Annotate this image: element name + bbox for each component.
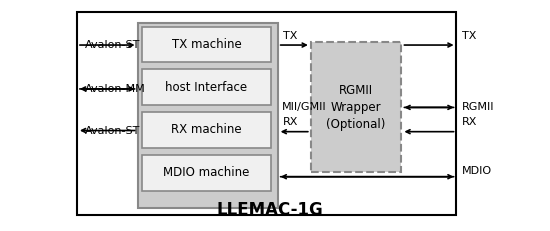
Bar	[142, 112, 271, 148]
Text: RX: RX	[283, 117, 299, 128]
Bar	[142, 69, 271, 105]
Bar	[311, 42, 401, 172]
Text: TX machine: TX machine	[172, 38, 241, 51]
Bar	[138, 23, 278, 208]
Text: TX: TX	[462, 31, 476, 41]
Bar	[142, 27, 271, 62]
Bar	[142, 155, 271, 191]
Text: RX: RX	[462, 117, 477, 128]
Text: MDIO machine: MDIO machine	[163, 166, 250, 179]
Text: LLEMAC-1G: LLEMAC-1G	[216, 201, 323, 219]
Text: host Interface: host Interface	[166, 81, 248, 94]
Text: RGMII: RGMII	[462, 102, 494, 112]
Text: RGMII
Wrapper
(Optional): RGMII Wrapper (Optional)	[327, 84, 386, 131]
Text: RX machine: RX machine	[171, 123, 242, 137]
Text: Avalon-ST: Avalon-ST	[85, 40, 141, 50]
Text: Avalon-MM: Avalon-MM	[85, 84, 146, 94]
Text: MII/GMII: MII/GMII	[282, 102, 326, 112]
Text: MDIO: MDIO	[462, 166, 492, 176]
Text: Avalon-ST: Avalon-ST	[85, 125, 141, 136]
Text: TX: TX	[283, 31, 298, 41]
Bar	[77, 12, 456, 215]
